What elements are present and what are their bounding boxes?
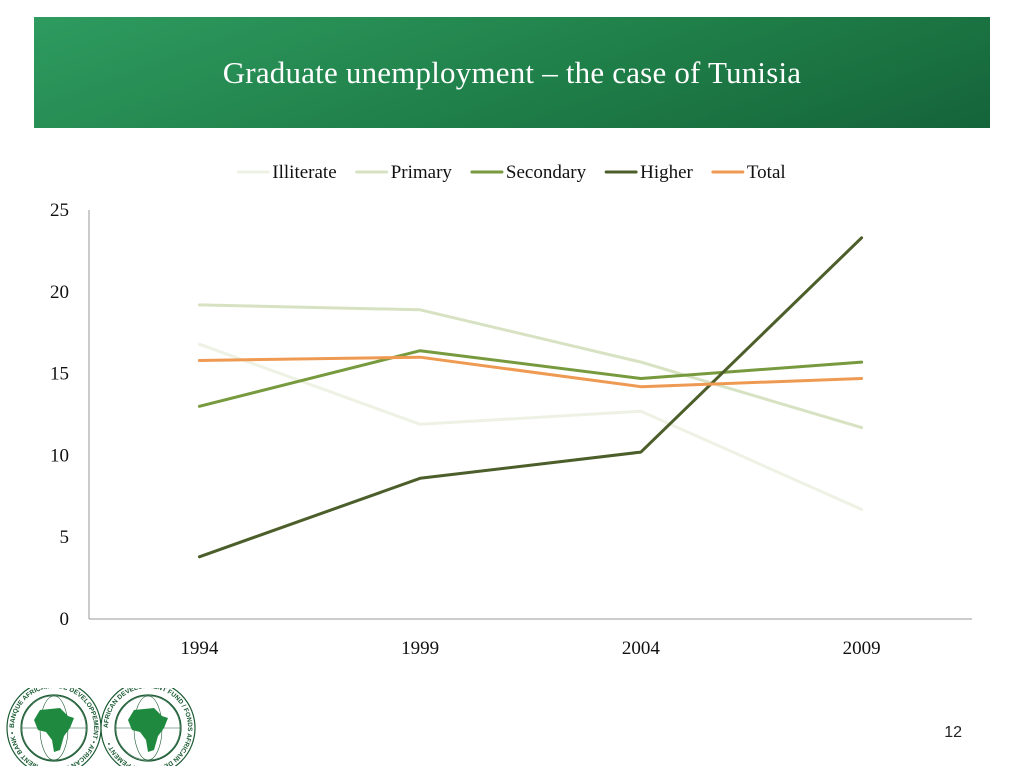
legend-label-primary: Primary [391,162,453,183]
x-tick-label: 2004 [622,638,661,659]
title-banner: Graduate unemployment – the case of Tuni… [34,17,990,128]
x-tick-label: 1994 [180,638,219,659]
legend-label-secondary: Secondary [506,162,587,183]
slide-title: Graduate unemployment – the case of Tuni… [222,54,802,90]
y-tick-label: 15 [50,364,69,385]
y-tick-label: 0 [60,609,70,630]
x-tick-label: 2009 [843,638,881,659]
legend-label-illiterate: Illiterate [272,162,336,183]
afdb-bank-logo: BANQUE AFRICAINE DE DEVELOPPEMENT • AFRI… [6,688,102,766]
chart-series [197,236,864,559]
chart-legend: Illiterate Primary Secondary Higher Total [236,162,786,183]
chart-axes: 0 5 10 15 20 25 1994 1999 2004 2009 [50,200,972,659]
y-tick-label: 25 [50,200,69,221]
legend-label-total: Total [747,162,786,183]
series-line-total [197,355,864,389]
line-chart: Illiterate Primary Secondary Higher Total 0 5… [50,162,972,659]
y-tick-label: 20 [50,282,69,303]
series-line-secondary [197,349,864,408]
y-tick-label: 5 [60,527,70,548]
series-line-primary [197,303,864,430]
legend-label-higher: Higher [640,162,693,183]
series-line-higher [197,236,864,559]
afdb-logos: BANQUE AFRICAINE DE DEVELOPPEMENT • AFRI… [6,688,196,766]
series-line-illiterate [197,342,864,511]
x-tick-label: 1999 [401,638,439,659]
y-tick-label: 10 [50,445,69,466]
afdb-fund-logo: AFRICAN DEVELOPMENT FUND / FONDS AFRICAI… [100,688,196,766]
page-number: 12 [944,724,962,741]
